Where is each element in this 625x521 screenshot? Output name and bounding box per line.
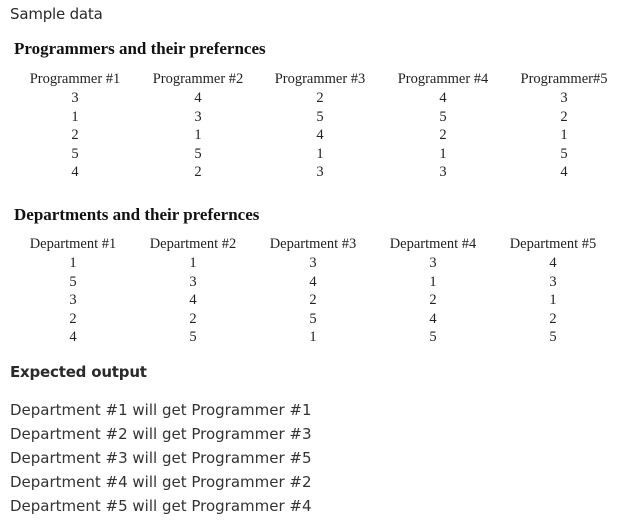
- table-cell: 5: [429, 329, 437, 346]
- table-cell: 1: [439, 145, 447, 162]
- table-cell: 2: [309, 292, 317, 309]
- departments-preferences-table: Department #1 1 5 3 2 4 Department #2 1 …: [0, 235, 625, 350]
- table-cell: 3: [309, 255, 317, 271]
- expected-output-heading: Expected output: [10, 363, 147, 381]
- table-cell: 3: [316, 164, 324, 181]
- table-cell: 2: [429, 292, 437, 309]
- sample-data-heading: Sample data: [10, 5, 103, 23]
- table-cell: 3: [560, 90, 568, 106]
- table-cell: 2: [189, 310, 197, 327]
- table-cell: 3: [69, 292, 77, 309]
- table-cell: 1: [560, 127, 568, 144]
- table-cell: 5: [560, 145, 568, 162]
- programmer-4-column: Programmer #4 4 5 2 1 3: [388, 70, 498, 182]
- table-cell: 4: [316, 127, 324, 144]
- programmers-preferences-table: Programmer #1 3 1 2 5 4 Programmer #2 4 …: [0, 70, 625, 185]
- table-cell: 1: [189, 255, 197, 271]
- table-cell: 5: [439, 108, 447, 125]
- table-cell: 4: [439, 90, 447, 106]
- table-cell: 4: [189, 292, 197, 309]
- table-cell: 5: [189, 329, 197, 346]
- department-4-column: Department #4 3 1 2 4 5: [380, 235, 486, 347]
- table-cell: 3: [189, 273, 197, 290]
- table-cell: 4: [429, 310, 437, 327]
- column-header: Department #4: [389, 236, 477, 252]
- table-cell: 5: [549, 329, 557, 346]
- department-1-column: Department #1 1 5 3 2 4: [20, 235, 126, 347]
- table-cell: 1: [194, 127, 202, 144]
- table-cell: 4: [194, 90, 202, 106]
- table-cell: 1: [429, 273, 437, 290]
- department-5-column: Department #5 4 3 1 2 5: [500, 235, 606, 347]
- table-cell: 3: [429, 255, 437, 271]
- table-cell: 2: [69, 310, 77, 327]
- table-cell: 2: [316, 90, 324, 106]
- table-cell: 2: [439, 127, 447, 144]
- table-cell: 2: [194, 164, 202, 181]
- table-cell: 4: [71, 164, 79, 181]
- table-cell: 3: [549, 273, 557, 290]
- table-cell: 3: [71, 90, 79, 106]
- department-3-column: Department #3 3 4 2 5 1: [260, 235, 366, 347]
- table-cell: 1: [69, 255, 77, 271]
- table-cell: 2: [560, 108, 568, 125]
- table-cell: 1: [71, 108, 79, 125]
- column-header: Department #5: [509, 236, 597, 252]
- programmers-section-title: Programmers and their prefernces: [14, 39, 266, 58]
- column-header: Department #2: [149, 236, 237, 252]
- output-line: Department #3 will get Programmer #5: [10, 449, 312, 467]
- column-header: Programmer #1: [29, 71, 121, 87]
- table-cell: 1: [549, 292, 557, 309]
- table-cell: 4: [549, 255, 557, 271]
- table-cell: 3: [439, 164, 447, 181]
- programmer-5-column: Programmer#5 3 2 1 5 4: [511, 70, 617, 182]
- table-cell: 5: [194, 145, 202, 162]
- programmer-1-column: Programmer #1 3 1 2 5 4: [20, 70, 130, 182]
- output-line: Department #2 will get Programmer #3: [10, 425, 312, 443]
- column-header: Programmer #4: [397, 71, 489, 87]
- column-header: Department #1: [29, 236, 117, 252]
- departments-section-title: Departments and their prefernces: [14, 205, 260, 224]
- table-cell: 1: [309, 329, 317, 346]
- programmer-3-column: Programmer #3 2 5 4 1 3: [265, 70, 375, 182]
- expected-output-list: Department #1 will get Programmer #1 Dep…: [10, 398, 312, 518]
- department-2-column: Department #2 1 3 4 2 5: [140, 235, 246, 347]
- programmer-2-column: Programmer #2 4 3 1 5 2: [143, 70, 253, 182]
- output-line: Department #1 will get Programmer #1: [10, 401, 312, 419]
- table-cell: 5: [69, 273, 77, 290]
- column-header: Programmer #2: [152, 71, 244, 87]
- table-cell: 5: [316, 108, 324, 125]
- table-cell: 4: [560, 164, 568, 181]
- table-cell: 1: [316, 145, 324, 162]
- column-header: Department #3: [269, 236, 357, 252]
- column-header: Programmer #3: [274, 71, 366, 87]
- output-line: Department #4 will get Programmer #2: [10, 473, 312, 491]
- table-cell: 2: [549, 310, 557, 327]
- table-cell: 5: [309, 310, 317, 327]
- table-cell: 4: [69, 329, 77, 346]
- table-cell: 3: [194, 108, 202, 125]
- output-line: Department #5 will get Programmer #4: [10, 497, 312, 515]
- table-cell: 4: [309, 273, 317, 290]
- column-header: Programmer#5: [520, 71, 608, 87]
- table-cell: 2: [71, 127, 79, 144]
- table-cell: 5: [71, 145, 79, 162]
